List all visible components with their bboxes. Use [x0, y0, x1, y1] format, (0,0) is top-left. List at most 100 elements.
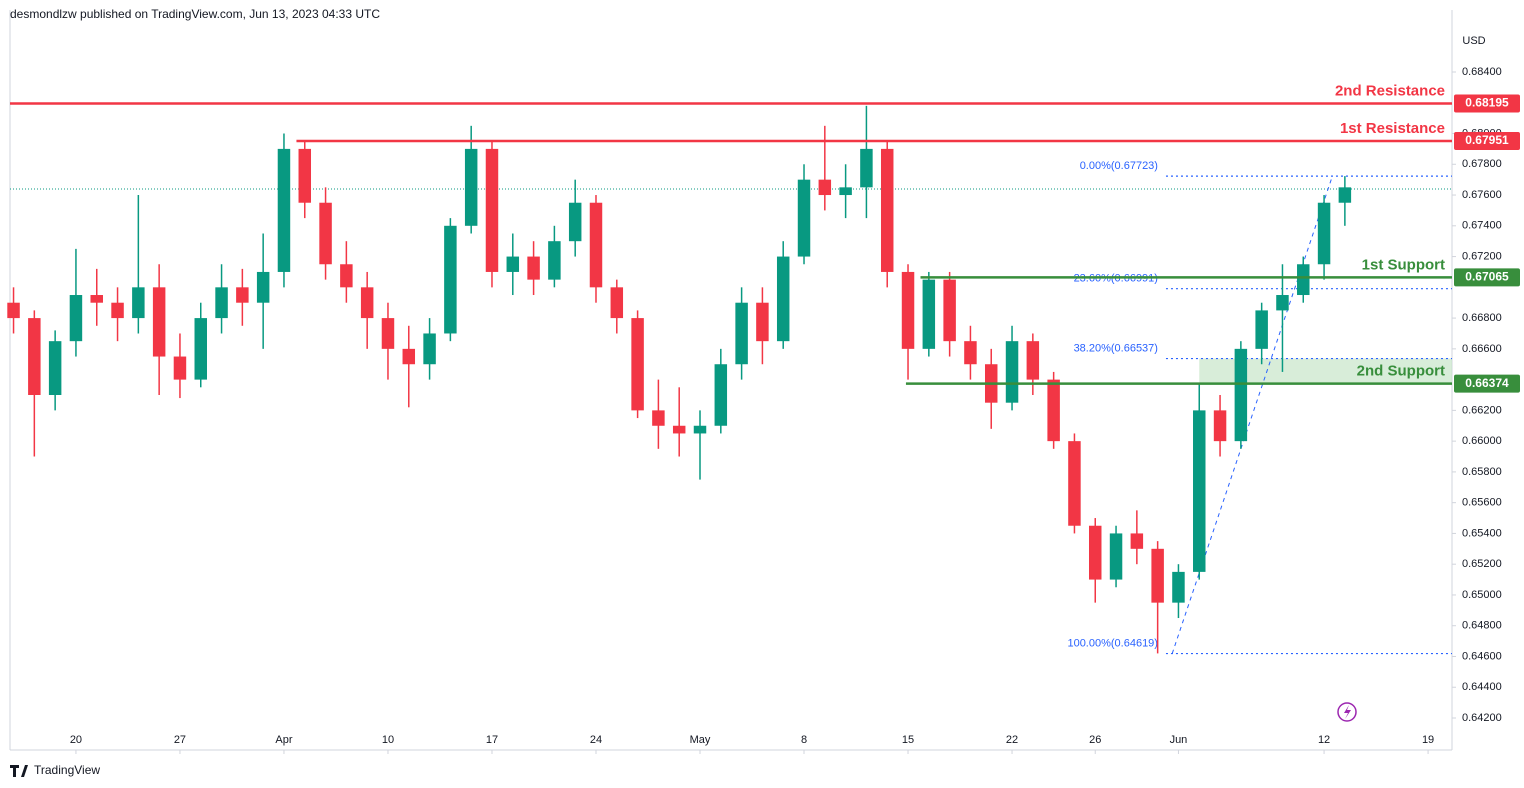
y-tick-label: 0.67400	[1462, 220, 1502, 232]
candle-body	[1338, 187, 1352, 203]
candle-body	[880, 148, 894, 272]
candle-body	[610, 287, 624, 319]
candle-body	[256, 271, 270, 303]
candle-body	[589, 202, 603, 288]
candle-body	[28, 318, 41, 395]
x-tick-label: 24	[590, 734, 602, 746]
y-tick-label: 0.65200	[1462, 558, 1502, 570]
candle-body	[236, 287, 249, 303]
level-name: 1st Resistance	[1340, 120, 1445, 137]
candle-body	[215, 287, 228, 319]
candle-body	[1047, 379, 1060, 442]
brand-logo	[10, 765, 28, 777]
price-badge-label: 0.67065	[1465, 270, 1509, 284]
y-tick-label: 0.67200	[1462, 250, 1502, 262]
candle-body	[776, 256, 790, 342]
y-tick-label: 0.68400	[1462, 66, 1502, 78]
candle-body	[943, 279, 956, 342]
price-badge	[1454, 94, 1520, 113]
candle-body	[69, 295, 83, 342]
candle-body	[756, 302, 769, 342]
candle-body	[964, 341, 977, 365]
candle-body	[1317, 202, 1331, 265]
x-tick-label: 27	[174, 734, 186, 746]
candle-body	[298, 148, 312, 203]
candle-body	[1276, 295, 1289, 311]
x-tick-label: Apr	[275, 734, 292, 746]
candle-body	[568, 202, 582, 242]
candle-body	[693, 425, 707, 434]
candle-body	[1089, 525, 1102, 580]
x-tick-label: 15	[902, 734, 914, 746]
x-tick-label: 12	[1318, 734, 1330, 746]
y-tick-label: 0.64600	[1462, 650, 1502, 662]
candle-body	[1109, 533, 1123, 580]
x-tick-label: Jun	[1170, 734, 1188, 746]
candle-body	[506, 256, 520, 272]
candle-body	[1130, 533, 1144, 549]
fib-label: 100.00%(0.64619)	[1067, 637, 1158, 649]
candle-body	[714, 364, 728, 426]
y-tick-label: 0.66600	[1462, 343, 1502, 355]
candle-body	[672, 425, 686, 434]
price-badge	[1454, 268, 1520, 287]
candle-body	[1213, 410, 1227, 442]
candle-body	[360, 287, 374, 319]
x-tick-label: 17	[486, 734, 498, 746]
candle-body	[423, 333, 436, 365]
candle-body	[839, 187, 852, 196]
candle-body	[485, 148, 499, 272]
candle-body	[444, 225, 457, 334]
candle-body	[1005, 341, 1019, 403]
y-tick-label: 0.64800	[1462, 620, 1502, 632]
candle-body	[111, 302, 124, 319]
y-tick-label: 0.67600	[1462, 189, 1502, 201]
y-tick-label: 0.65400	[1462, 527, 1502, 539]
candle-body	[652, 410, 665, 426]
level-name: 1st Support	[1362, 256, 1445, 273]
candle-body	[1026, 341, 1040, 380]
x-tick-label: 20	[70, 734, 82, 746]
brand-name: TradingView	[34, 763, 100, 777]
price-badge-label: 0.66374	[1465, 376, 1509, 390]
x-tick-label: May	[690, 734, 711, 746]
candle-body	[797, 179, 811, 257]
level-name: 2nd Support	[1357, 363, 1445, 380]
flash-icon[interactable]	[1337, 702, 1357, 722]
level-name: 2nd Resistance	[1335, 82, 1445, 99]
fib-label: 23.60%(0.66991)	[1074, 273, 1158, 285]
candle-body	[1068, 441, 1081, 526]
candle-body	[548, 241, 561, 280]
candle-body	[194, 318, 207, 380]
candle-body	[1151, 548, 1164, 603]
candle-body	[48, 341, 62, 395]
price-badge	[1454, 132, 1520, 151]
fib-label: 38.20%(0.66537)	[1074, 342, 1158, 354]
candle-body	[132, 287, 145, 319]
fib-label: 0.00%(0.67723)	[1080, 160, 1158, 172]
candle-body	[464, 148, 478, 226]
y-tick-label: 0.64200	[1462, 712, 1502, 724]
price-badge-label: 0.67951	[1465, 133, 1509, 147]
candle-body	[277, 148, 291, 272]
candle-body	[1193, 410, 1206, 572]
x-tick-label: 19	[1422, 734, 1434, 746]
y-tick-label: 0.65000	[1462, 589, 1502, 601]
price-badge-label: 0.68195	[1465, 96, 1509, 110]
candle-body	[527, 256, 540, 280]
candle-body	[735, 302, 748, 365]
y-tick-label: 0.66000	[1462, 435, 1502, 447]
y-tick-label: 0.67800	[1462, 158, 1502, 170]
candle-body	[173, 356, 187, 380]
x-tick-label: 22	[1006, 734, 1018, 746]
candle-body	[152, 287, 166, 357]
candle-body	[402, 348, 416, 365]
y-tick-label: 0.64400	[1462, 681, 1502, 693]
candle-body	[1234, 348, 1248, 442]
x-tick-label: 10	[382, 734, 394, 746]
y-tick-label: 0.65600	[1462, 497, 1502, 509]
candle-body	[90, 295, 103, 303]
